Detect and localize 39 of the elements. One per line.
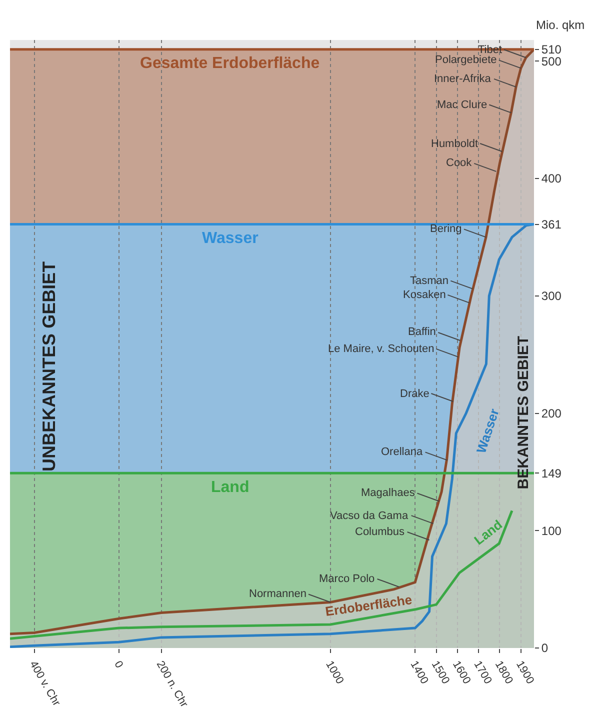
x-tick-label: 400 v. Chr xyxy=(26,658,62,708)
y-tick-label: 200 xyxy=(541,406,562,420)
annotation: Normannen xyxy=(249,588,306,600)
band-label: Wasser xyxy=(202,230,258,247)
annotation: Orellana xyxy=(381,446,424,458)
annotation: Tasman xyxy=(410,275,449,287)
y-tick-label: 500 xyxy=(541,54,562,68)
line-series xyxy=(10,509,514,640)
x-tick-label: 200 n. Chr xyxy=(154,658,190,710)
y-tick-label: 100 xyxy=(541,524,562,538)
annotation: Polargebiete xyxy=(435,54,497,66)
y-tick-label: 400 xyxy=(541,172,562,186)
annotation: Magalhaes xyxy=(361,487,416,499)
annotation: Cook xyxy=(446,157,472,169)
band-label: Land xyxy=(211,479,250,496)
band-label: Gesamte Erdoberfläche xyxy=(140,55,320,72)
annotation: Le Maire, v. Schouten xyxy=(328,343,434,355)
text: Wasser xyxy=(473,406,502,456)
y-tick-label: 361 xyxy=(541,217,562,232)
annotation: Baffin xyxy=(408,326,436,338)
y-tick-label: 0 xyxy=(541,641,548,656)
y-axis-title: Mio. qkm xyxy=(536,18,585,32)
y-tick-label: 300 xyxy=(541,289,562,304)
annotation: Humboldt xyxy=(431,138,478,150)
annotation: Vacso da Gama xyxy=(330,510,409,522)
x-tick-label: 0 xyxy=(112,658,126,670)
y-tick-label: 510 xyxy=(541,42,562,57)
series-label: Erdoberfläche xyxy=(324,592,414,619)
annotation: Inner-Afrika xyxy=(434,73,492,85)
annotation: Mac Clure xyxy=(437,99,488,111)
annotation: Marco Polo xyxy=(319,573,375,585)
y-tick-label: 149 xyxy=(541,466,562,480)
annotation: UNBEKANNTES GEBIET xyxy=(38,261,59,472)
annotation: Drake xyxy=(400,388,430,400)
annotation: BEKANNTES GEBIET xyxy=(514,336,532,490)
annotation: Columbus xyxy=(355,526,406,538)
line-series xyxy=(10,223,534,648)
annotation: Kosaken xyxy=(403,289,446,301)
annotation: Bering xyxy=(430,223,462,235)
